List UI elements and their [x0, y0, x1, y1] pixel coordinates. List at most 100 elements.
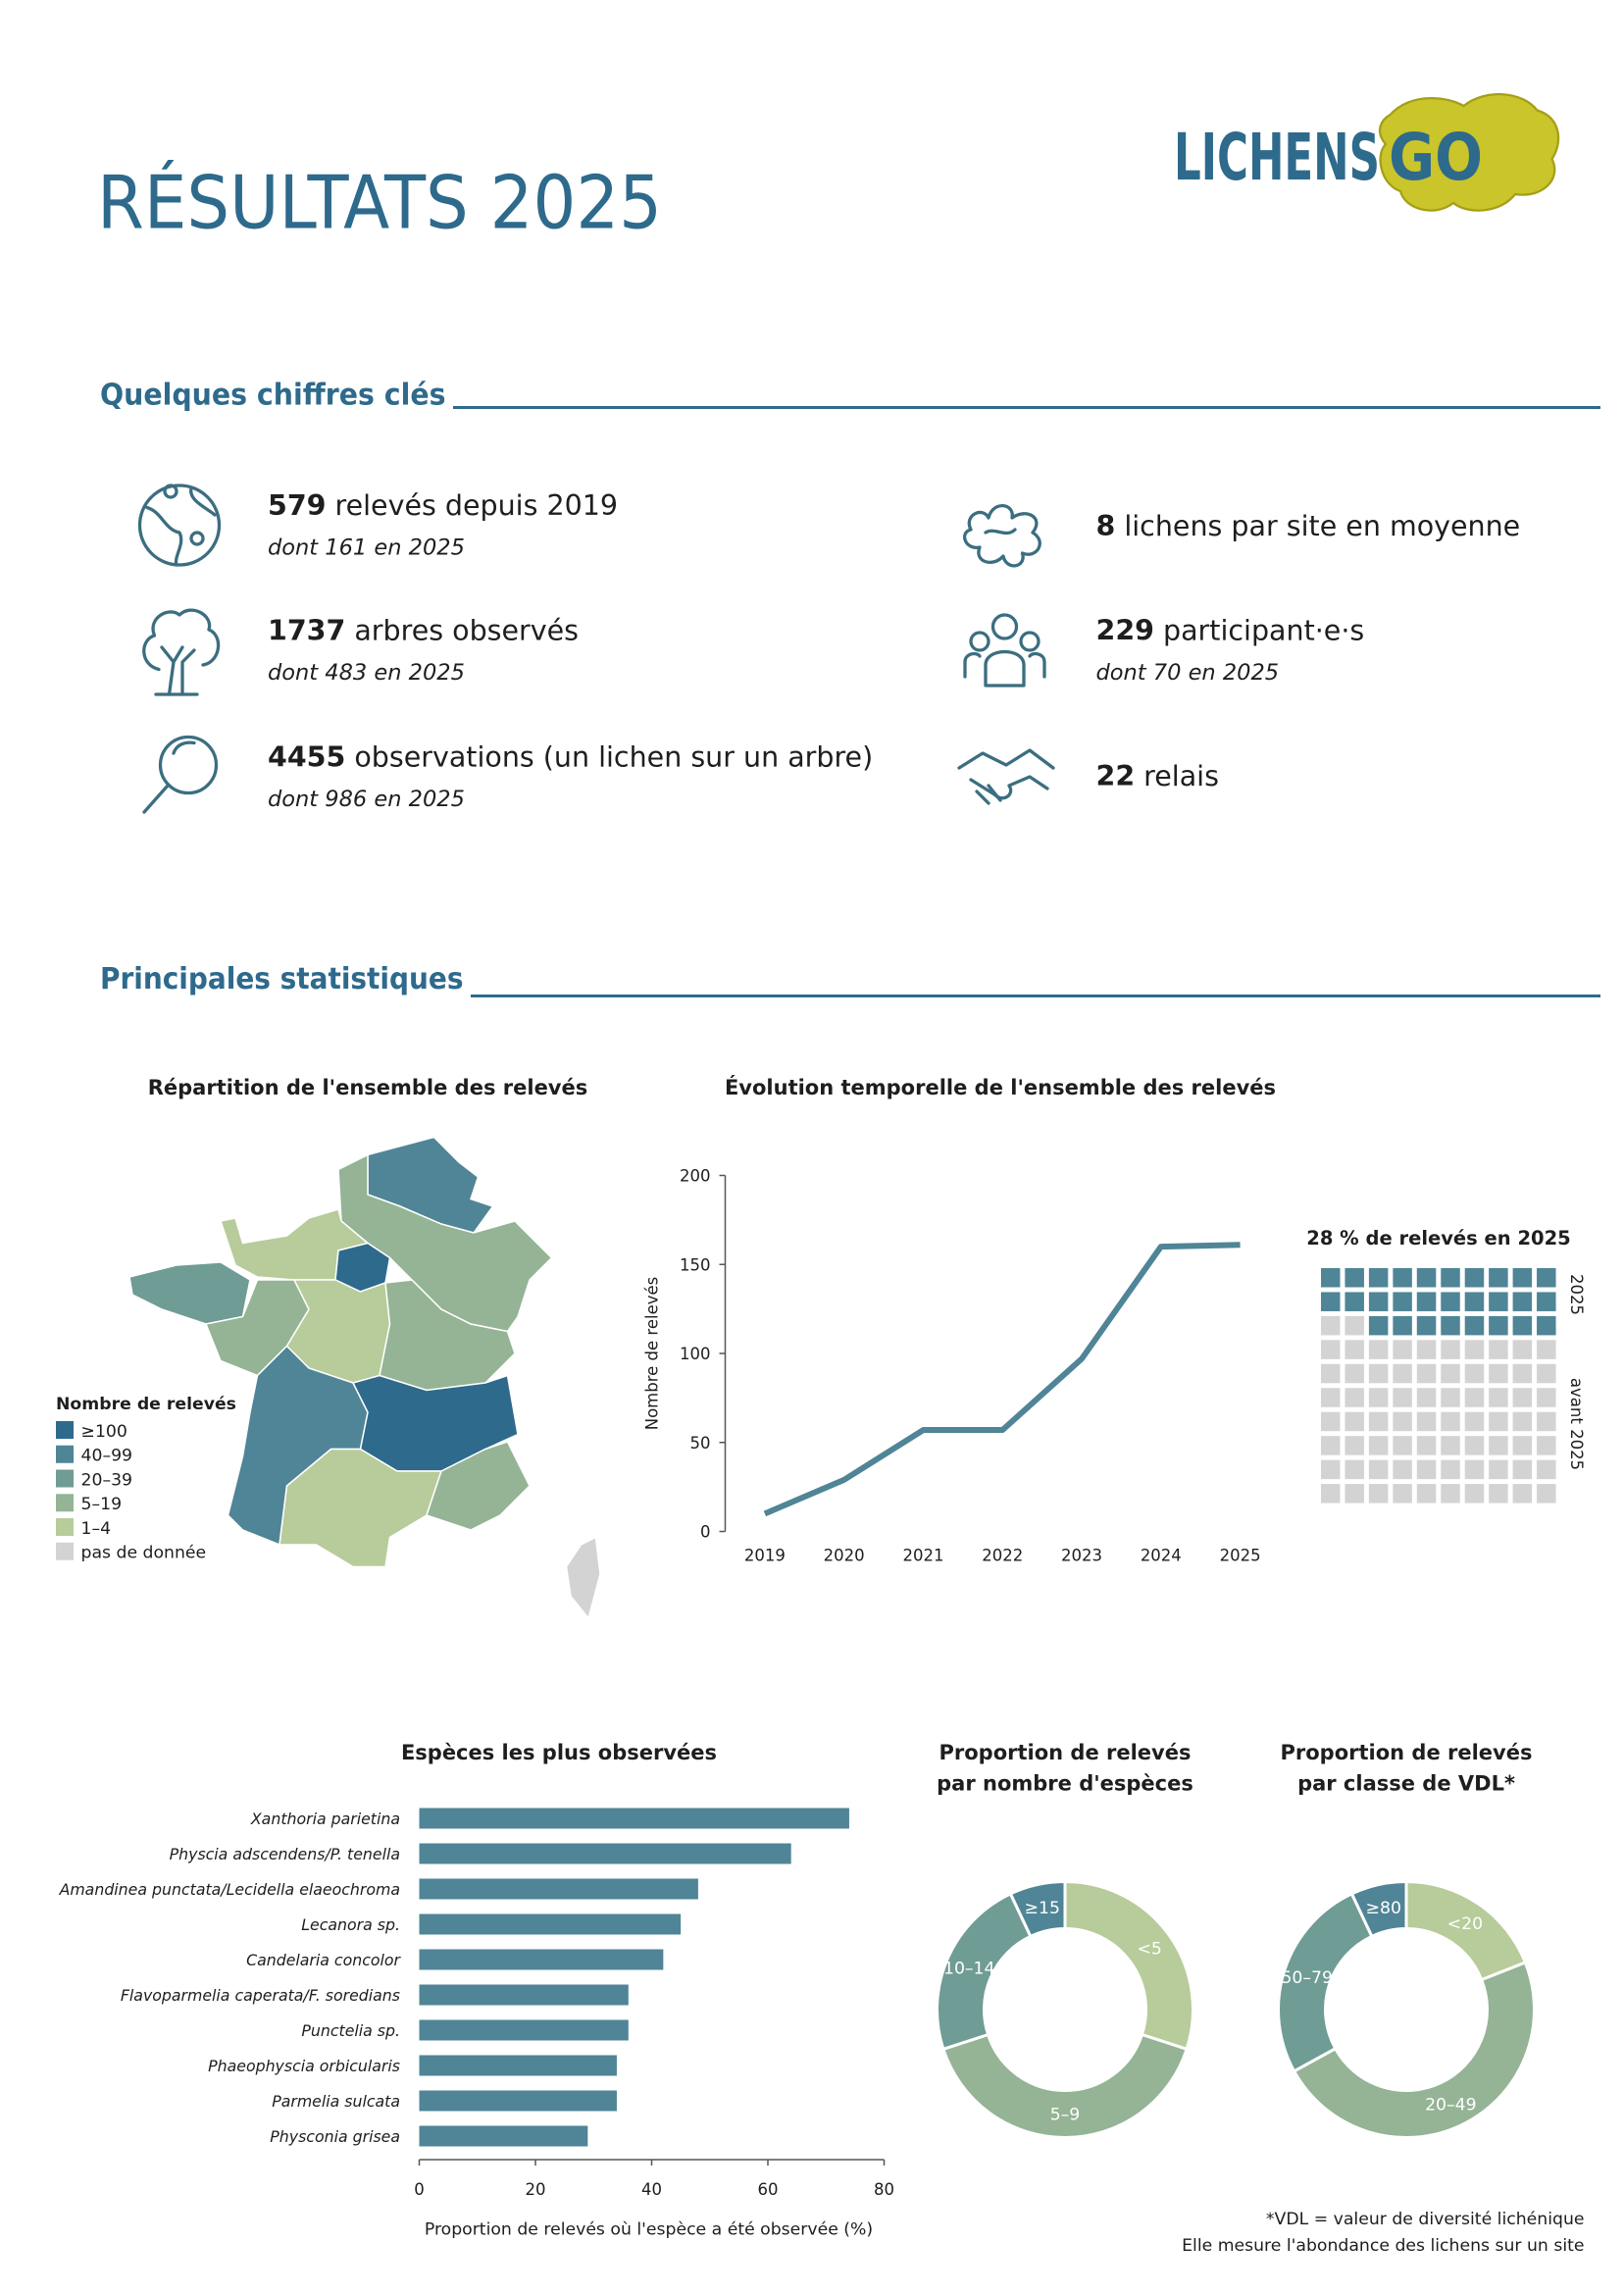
x-tick-label: 2021 — [902, 1547, 943, 1565]
waffle-cell — [1368, 1411, 1389, 1432]
map-region — [379, 1279, 516, 1392]
waffle-cell — [1345, 1292, 1364, 1311]
waffle-cell — [1489, 1436, 1508, 1455]
waffle-cell — [1489, 1268, 1508, 1288]
category-label: Punctelia sp. — [301, 2021, 400, 2040]
legend-title: Nombre de relevés — [56, 1395, 236, 1414]
waffle-cell — [1345, 1315, 1364, 1336]
waffle-cell — [1393, 1340, 1412, 1359]
waffle-cell — [1368, 1436, 1389, 1455]
segment-label: <20 — [1447, 1914, 1483, 1934]
waffle-cell — [1368, 1484, 1389, 1504]
key-figure: 22 relais — [1096, 760, 1219, 792]
waffle-cell — [1416, 1436, 1437, 1455]
waffle-cell — [1464, 1411, 1485, 1432]
waffle-cell — [1512, 1363, 1533, 1384]
bar — [419, 1984, 629, 2006]
waffle-cell — [1441, 1340, 1460, 1359]
waffle-cell — [1537, 1292, 1556, 1311]
legend-swatch — [56, 1445, 74, 1463]
key-figure: 579 relevés depuis 2019 — [268, 489, 618, 522]
x-axis-label: Proportion de relevés où l'espèce a été … — [425, 2220, 873, 2240]
waffle-cell — [1416, 1388, 1437, 1407]
waffle-cell — [1345, 1436, 1364, 1455]
y-tick-label: 200 — [680, 1167, 711, 1186]
waffle-cell — [1464, 1315, 1485, 1336]
bar — [419, 1808, 849, 1829]
waffle-cell — [1393, 1292, 1412, 1311]
segment-label: ≥80 — [1366, 1899, 1401, 1918]
waffle-cell — [1368, 1388, 1389, 1407]
waffle-cell — [1537, 1268, 1556, 1288]
donut-segment — [1349, 1880, 1408, 1939]
icon-people — [963, 613, 1046, 688]
chart-title: Évolution temporelle de l'ensemble des r… — [725, 1075, 1276, 1099]
waffle-cell — [1489, 1459, 1508, 1480]
donut-segment — [940, 2032, 1190, 2139]
waffle-cell — [1537, 1388, 1556, 1407]
waffle-cell — [1464, 1340, 1485, 1359]
waffle-cell — [1537, 1459, 1556, 1480]
y-tick-label: 150 — [680, 1255, 711, 1274]
waffle-cell — [1464, 1268, 1485, 1288]
waffle-cell — [1537, 1484, 1556, 1504]
waffle-cell — [1512, 1484, 1533, 1504]
key-detail: dont 986 en 2025 — [268, 787, 465, 812]
waffle-cell — [1512, 1340, 1533, 1359]
waffle-cell — [1464, 1388, 1485, 1407]
map-region — [565, 1536, 601, 1620]
waffle-cell — [1512, 1315, 1533, 1336]
segment-label: 50–79 — [1281, 1968, 1333, 1988]
key-text: observations (un lichen sur un arbre) — [354, 741, 873, 774]
waffle-cell — [1321, 1411, 1341, 1432]
chart-title: Répartition de l'ensemble des relevés — [148, 1076, 588, 1099]
bar — [419, 1843, 791, 1864]
category-label: Lecanora sp. — [301, 1915, 400, 1934]
waffle-cell — [1441, 1363, 1460, 1384]
waffle-cell — [1368, 1292, 1389, 1311]
chart-title: Espèces les plus observées — [401, 1741, 717, 1764]
category-label: Parmelia sulcata — [272, 2092, 400, 2111]
chart-title: par nombre d'espèces — [937, 1772, 1193, 1796]
key-number: 229 — [1096, 615, 1155, 647]
waffle-cell — [1368, 1363, 1389, 1384]
waffle-cell — [1345, 1268, 1364, 1288]
waffle-cell — [1321, 1340, 1341, 1359]
waffle-cell — [1321, 1315, 1341, 1336]
legend-label: 20–39 — [81, 1470, 133, 1490]
icon-tree — [142, 608, 221, 696]
waffle-cell — [1321, 1436, 1341, 1455]
x-tick-label: 60 — [758, 2180, 779, 2199]
chart-title: 28 % de relevés en 2025 — [1306, 1227, 1570, 1249]
x-tick-label: 2024 — [1141, 1547, 1182, 1565]
segment-label: 10–14 — [943, 1960, 995, 1979]
legend-swatch — [56, 1542, 74, 1560]
waffle-cell — [1345, 1484, 1364, 1504]
x-tick-label: 2025 — [1220, 1547, 1261, 1565]
waffle-cell — [1489, 1315, 1508, 1336]
waffle-cell — [1393, 1436, 1412, 1455]
key-number: 22 — [1096, 760, 1136, 792]
bar — [419, 1878, 698, 1900]
x-tick-label: 2020 — [824, 1547, 865, 1565]
waffle-cell — [1345, 1388, 1364, 1407]
category-label: Flavoparmelia caperata/F. soredians — [121, 1986, 400, 2005]
waffle-cell — [1489, 1484, 1508, 1504]
footnote: *VDL = valeur de diversité lichénique — [1266, 2210, 1585, 2229]
y-tick-label: 50 — [690, 1434, 711, 1453]
key-text: arbres observés — [354, 615, 579, 647]
waffle-cell — [1368, 1268, 1389, 1288]
bar — [419, 1949, 664, 1970]
key-number: 579 — [268, 489, 327, 522]
waffle-cell — [1464, 1363, 1485, 1384]
legend-swatch — [56, 1421, 74, 1440]
waffle-cell — [1416, 1363, 1437, 1384]
bar — [419, 2125, 588, 2147]
waffle-cell — [1512, 1459, 1533, 1480]
waffle-cell — [1464, 1436, 1485, 1455]
waffle-cell — [1441, 1411, 1460, 1432]
chart-title: Proportion de relevés — [939, 1741, 1192, 1764]
segment-label: ≥15 — [1025, 1899, 1060, 1918]
